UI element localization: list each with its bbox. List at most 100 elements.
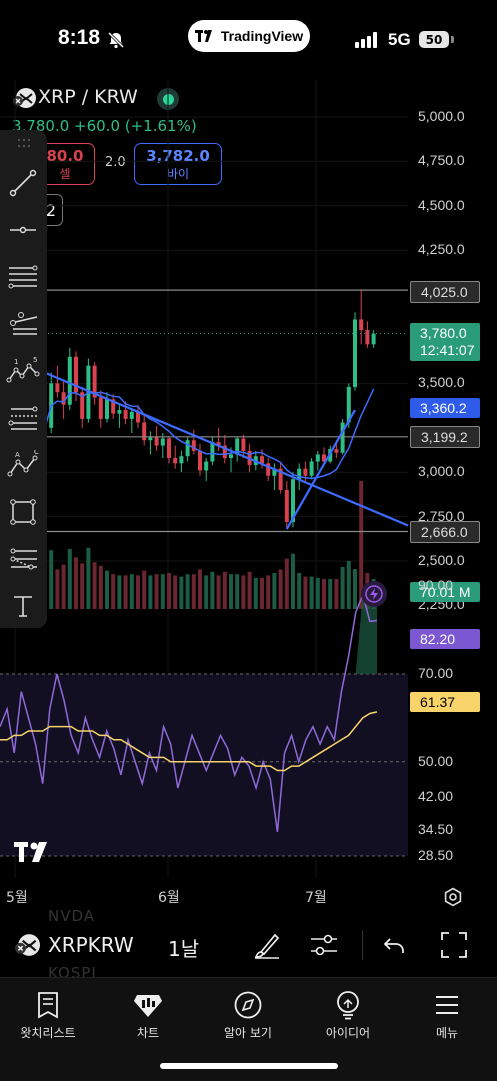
price-axis-label: 4,750.0 [418,152,465,169]
candle-body [136,411,140,423]
volume-bar [247,571,252,609]
candle-body [173,457,178,464]
nav-ideas[interactable]: 아이디어 [302,988,394,1041]
last-price-tag: 3,780.0 12:41:07 [410,323,480,361]
candle-body [346,386,351,423]
network-type: 5G [388,30,411,49]
buy-button[interactable]: 3,782.0 바이 [134,143,222,185]
status-time: 8:18 [58,26,101,49]
volume-bar [278,569,283,609]
nav-chart[interactable]: 차트 [102,988,194,1041]
candle-body [61,392,66,405]
pitchfork-icon [10,312,38,335]
candle-body [266,463,271,476]
forecast-tool[interactable] [6,542,40,576]
rsi-ma-line [0,711,378,772]
volume-tag: 70.01 M [410,582,480,602]
volume-bar [179,576,184,609]
rsi-line [0,592,378,832]
indicators-icon[interactable] [309,931,339,959]
fib-retracement-icon [8,406,38,430]
volume-bar [229,574,233,609]
tradingview-pill[interactable]: TradingView [188,20,310,52]
candle-body [272,468,277,476]
candle-body [297,468,302,480]
fib-retracement-tool[interactable] [6,401,40,435]
volume-bar [216,575,221,609]
price-chart[interactable] [0,0,497,915]
pitchfork-tool[interactable] [6,307,40,341]
level-2666-tag: 2,666.0 [410,521,480,543]
candle-body [129,411,134,419]
candle-body [198,450,202,471]
symbol-title[interactable]: XRP / KRW [38,86,138,108]
volume-bar [235,574,240,609]
home-indicator [160,1063,338,1069]
rectangle-tool[interactable] [6,495,40,529]
volume-bar [303,576,308,609]
flash-alert-button[interactable] [361,581,387,607]
text-tool[interactable] [6,589,40,623]
signal-icon [355,32,377,48]
volume-bar [154,574,159,609]
candle-body [229,454,233,458]
candle-body [278,468,283,490]
volume-bar [80,563,85,609]
candle-body [309,461,314,476]
price-change-line: 3,780.0 +60.0 (+1.61%) [12,117,197,135]
volume-bar [123,575,128,609]
rectangle-icon [10,499,36,525]
trend-line-tool[interactable] [6,166,40,200]
volume-bar [322,579,326,609]
candle-body [216,442,221,446]
drawing-brush-icon[interactable] [253,930,281,960]
battery-tip [451,36,454,43]
price-axis-label: 3,500.0 [418,374,465,391]
price-axis-label: 2,750.0 [418,507,465,524]
nav-explore[interactable]: 알아 보기 [202,988,294,1041]
rsi-axis-label: 28.50 [418,847,454,863]
volume-bar [105,570,109,609]
chart-icon [134,995,162,1017]
nav-watchlist-label: 왓치리스트 [20,1026,76,1040]
horizontal-line-tool[interactable] [6,213,40,247]
undo-icon[interactable] [382,933,406,957]
last-price: 3,780.0 [420,325,467,341]
chart-settings-icon[interactable] [443,887,463,907]
trendline-descending [44,371,409,527]
fullscreen-icon[interactable] [440,931,468,959]
price-axis-label: 2,500.0 [418,552,465,568]
volume-bar [222,571,227,609]
sell-price: 80.0 [46,147,84,165]
nav-menu[interactable]: 메뉴 [401,988,493,1041]
interval-button[interactable]: 1날 [168,937,200,961]
symbol-search-button[interactable]: XRPKRW [48,933,134,957]
volume-bar [291,553,295,609]
candle-body [123,410,128,419]
candle-body [260,456,264,464]
candle-body [204,461,209,471]
price-axis-label: 4,500.0 [418,196,465,213]
volume-bar [185,574,190,609]
volume-bar [210,571,215,609]
level-3199-tag: 3,199.2 [410,426,480,448]
volume-bar [167,573,171,609]
drag-handle-icon[interactable] [17,138,31,148]
rsi-ma-value-tag: 61.37 [410,692,480,712]
volume-bar [142,570,147,609]
candle-body [74,356,78,393]
sell-button[interactable]: 80.0 셀 [36,143,95,185]
ma-value-tag: 3,360.2 [410,398,480,418]
nav-watchlist[interactable]: 왓치리스트 [2,988,94,1041]
watchlist-icon [38,992,58,1019]
candle-body [191,440,196,451]
parallel-channel-tool[interactable] [6,260,40,294]
candle-body [55,383,60,393]
volume-bar [253,577,258,609]
nav-explore-label: 알아 보기 [224,1026,272,1040]
candle-body [167,438,171,458]
interval-selector[interactable]: 2 [40,194,63,226]
sell-label: 셀 [59,167,71,181]
